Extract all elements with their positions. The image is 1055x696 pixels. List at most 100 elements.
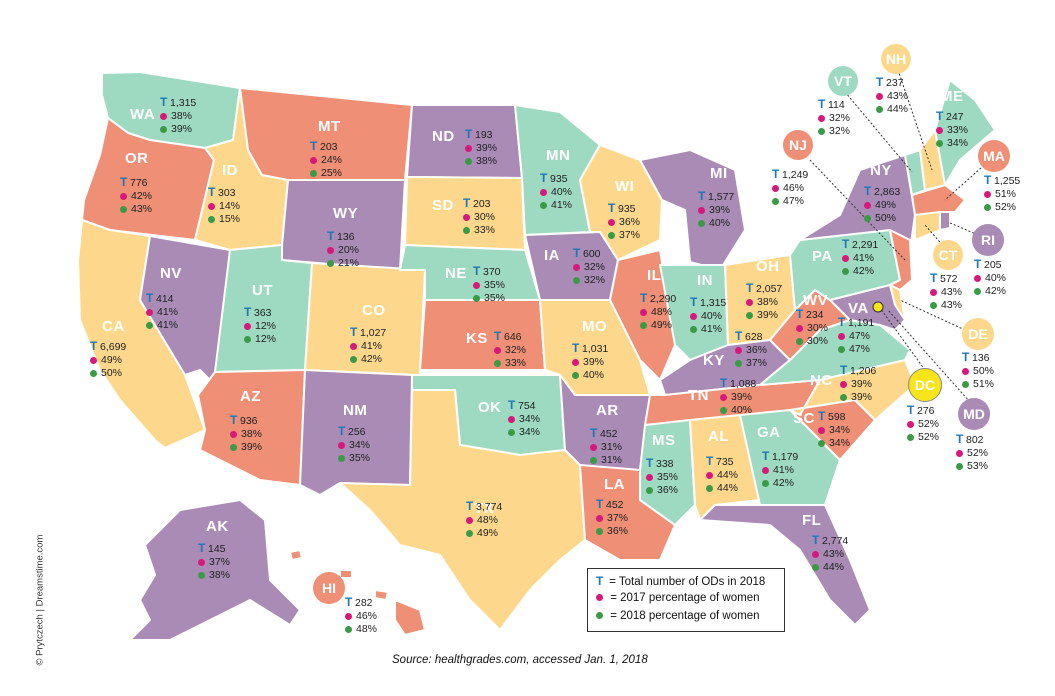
pct-2018-row: 15% (208, 213, 240, 226)
total-ods-value: 114 (828, 99, 845, 111)
pct-2017-value: 43% (887, 90, 909, 102)
total-t-icon: T (573, 246, 581, 260)
pct-2017-value: 32% (829, 112, 851, 124)
pct-2018-row: 41% (690, 323, 726, 336)
pct-2018-row: 47% (838, 343, 874, 356)
green-dot-icon (706, 484, 713, 492)
total-ods-row: T 1,577 (698, 190, 734, 204)
total-ods-value: 1,191 (848, 317, 875, 329)
pct-2018-value: 25% (321, 167, 343, 179)
legend: T = Total number of ODs in 2018 = 2017 p… (587, 568, 785, 632)
pct-2017-row: 43% (812, 548, 848, 561)
pct-2017-value: 12% (255, 320, 277, 332)
pct-2017-value: 52% (918, 418, 940, 430)
total-ods-value: 802 (966, 434, 984, 446)
pink-dot-icon (590, 443, 597, 451)
total-t-icon: T (465, 127, 473, 141)
pct-2018-value: 39% (171, 123, 193, 135)
pct-2017-value: 48% (477, 514, 499, 526)
pink-dot-icon (930, 288, 937, 296)
state-stats-ok: T 754 34% 34% (508, 399, 540, 439)
green-dot-icon (608, 231, 615, 239)
state-abbr-ky: KY (703, 352, 725, 369)
pct-2017-row: 39% (698, 204, 734, 217)
pct-2017-value: 46% (356, 610, 378, 622)
pink-dot-icon (473, 281, 480, 289)
total-t-icon: T (508, 398, 516, 412)
state-shape-hi-kauai (289, 549, 303, 561)
pct-2018-row: 52% (984, 201, 1020, 214)
green-dot-icon (198, 571, 205, 579)
state-abbr-oh: OH (756, 258, 780, 275)
total-ods-row: T 203 (463, 197, 495, 211)
pct-2017-value: 14% (219, 200, 241, 212)
pct-2018-value: 43% (941, 299, 963, 311)
copyright-note: © Prytczech | Dreamstime.com (34, 534, 46, 666)
pct-2018-value: 42% (853, 265, 875, 277)
pct-2018-row: 42% (762, 477, 798, 490)
pink-dot-icon (465, 144, 472, 152)
pct-2018-value: 30% (807, 335, 829, 347)
pct-2018-row: 47% (772, 195, 808, 208)
pink-dot-icon (146, 308, 153, 316)
total-t-icon: T (608, 201, 616, 215)
pct-2017-row: 30% (463, 211, 495, 224)
pink-dot-icon (735, 346, 742, 354)
total-t-icon: T (956, 432, 964, 446)
total-t-icon: T (120, 175, 128, 189)
leader-line-md (887, 309, 971, 403)
total-ods-value: 754 (518, 400, 536, 412)
green-dot-icon (690, 325, 697, 333)
state-stats-pa: T 2,291 41% 42% (842, 238, 878, 278)
pct-2017-row: 14% (208, 200, 240, 213)
total-ods-row: T 2,057 (746, 282, 782, 296)
pct-2018-value: 33% (505, 357, 527, 369)
state-abbr-tx: TX (474, 500, 495, 517)
state-abbr-ok: OK (478, 399, 502, 416)
state-abbr-nv: NV (160, 265, 182, 282)
state-stats-nv: T 414 41% 41% (146, 292, 178, 332)
callout-nj: NJ (783, 130, 813, 160)
total-t-icon: T (640, 291, 648, 305)
green-dot-icon (772, 197, 779, 205)
state-stats-ny: T 2,863 49% 50% (864, 185, 900, 225)
state-stats-mn: T 935 40% 41% (540, 172, 572, 212)
state-stats-ca: T 6,699 49% 50% (90, 340, 126, 380)
pink-dot-icon (198, 558, 205, 566)
total-ods-row: T 247 (936, 110, 968, 124)
pct-2017-value: 35% (657, 471, 679, 483)
pink-dot-icon (345, 612, 352, 620)
green-dot-icon (818, 127, 825, 135)
total-ods-value: 234 (806, 309, 824, 321)
total-ods-row: T 935 (540, 172, 572, 186)
pct-2018-value: 53% (967, 460, 989, 472)
state-shape-ma (911, 184, 966, 216)
total-ods-value: 1,577 (708, 191, 735, 203)
pct-2017-row: 35% (473, 279, 505, 292)
pink-dot-icon (160, 112, 167, 120)
pct-2017-row: 36% (608, 216, 640, 229)
green-dot-icon (962, 380, 969, 388)
total-ods-value: 136 (972, 352, 990, 364)
pink-dot-icon (818, 426, 825, 434)
pct-2017-value: 33% (947, 124, 969, 136)
state-stats-nj: T 1,249 46% 47% (772, 168, 808, 208)
dc-marker-dot (872, 301, 884, 313)
pct-2017-row: 44% (706, 469, 738, 482)
pct-2017-row: 40% (974, 272, 1006, 285)
leader-line-nh (897, 69, 933, 171)
total-ods-row: T 600 (573, 247, 605, 261)
total-ods-value: 1,315 (170, 97, 197, 109)
pct-2017-value: 51% (995, 188, 1017, 200)
total-ods-value: 735 (716, 456, 734, 468)
pct-2017-row: 49% (864, 199, 900, 212)
total-t-icon: T (327, 229, 335, 243)
total-ods-value: 1,249 (782, 169, 809, 181)
pct-2017-row: 39% (572, 356, 608, 369)
legend-2018-text: = 2018 percentage of women (610, 610, 760, 622)
pink-dot-icon (646, 473, 653, 481)
state-stats-mi: T 1,577 39% 40% (698, 190, 734, 230)
total-ods-row: T 2,291 (842, 238, 878, 252)
pink-dot-icon (840, 380, 847, 388)
state-stats-me: T 247 33% 34% (936, 110, 968, 150)
